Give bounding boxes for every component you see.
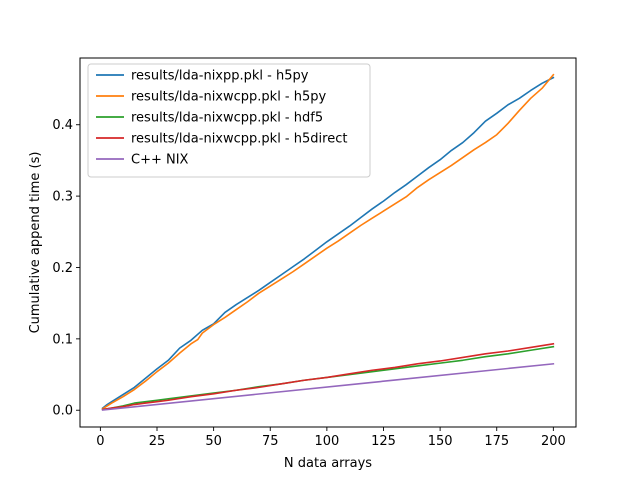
legend-label-4: results/lda-nixwcpp.pkl - h5direct	[131, 132, 347, 147]
y-tick-label: 0.2	[52, 261, 73, 276]
series-line-4	[101, 342, 555, 411]
legend-label-2: results/lda-nixwcpp.pkl - h5py	[131, 90, 327, 105]
x-axis-ticks: 0 25 50 75 100 125 150 175 200	[96, 427, 566, 449]
y-tick-label: 0.4	[52, 118, 73, 133]
series-line-5	[101, 362, 555, 411]
series-layer	[101, 73, 555, 411]
x-tick-label: 25	[149, 434, 166, 449]
y-tick-label: 0.3	[52, 190, 73, 205]
x-tick-label: 75	[262, 434, 279, 449]
y-tick-label: 0.1	[52, 332, 73, 347]
plot-frame	[79, 57, 577, 428]
x-tick-label: 0	[96, 434, 104, 449]
x-tick-label: 100	[314, 434, 339, 449]
y-tick-label: 0.0	[52, 404, 73, 419]
series-line-1	[101, 76, 555, 410]
x-tick-label: 50	[205, 434, 222, 449]
legend-box	[87, 63, 371, 178]
y-axis-ticks: 0.0 0.1 0.2 0.3 0.4	[52, 118, 80, 419]
legend-label-3: results/lda-nixwcpp.pkl - hdf5	[131, 111, 323, 126]
series-line-2	[101, 73, 555, 410]
x-tick-label: 125	[371, 434, 396, 449]
y-axis-label: Cumulative append time (s)	[28, 152, 43, 334]
x-tick-label: 200	[541, 434, 566, 449]
x-tick-label: 150	[428, 434, 453, 449]
legend: results/lda-nixpp.pkl - h5py results/lda-…	[87, 63, 371, 178]
legend-label-1: results/lda-nixpp.pkl - h5py	[131, 69, 309, 84]
legend-label-5: C++ NIX	[131, 153, 189, 168]
x-tick-label: 175	[484, 434, 509, 449]
x-axis-label: N data arrays	[284, 456, 372, 471]
